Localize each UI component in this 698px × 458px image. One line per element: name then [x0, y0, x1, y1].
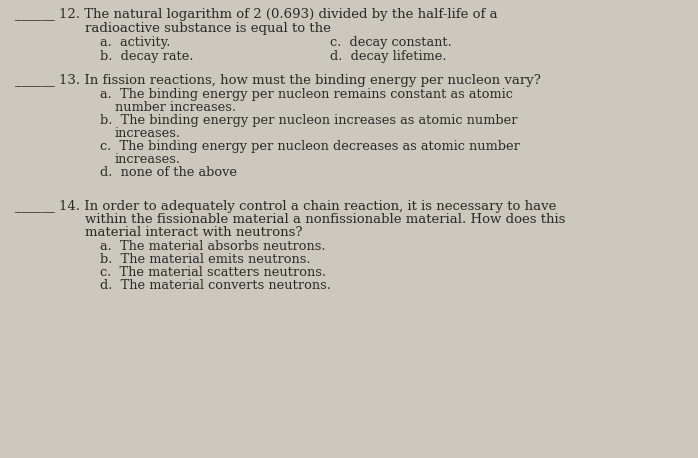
Text: ______ 14. In order to adequately control a chain reaction, it is necessary to h: ______ 14. In order to adequately contro…	[15, 200, 556, 213]
Text: number increases.: number increases.	[115, 101, 236, 114]
Text: c.  The material scatters neutrons.: c. The material scatters neutrons.	[100, 266, 326, 279]
Text: increases.: increases.	[115, 127, 181, 140]
Text: material interact with neutrons?: material interact with neutrons?	[85, 226, 302, 239]
Text: d.  decay lifetime.: d. decay lifetime.	[330, 50, 447, 63]
Text: b.  The material emits neutrons.: b. The material emits neutrons.	[100, 253, 311, 266]
Text: a.  The material absorbs neutrons.: a. The material absorbs neutrons.	[100, 240, 325, 253]
Text: c.  The binding energy per nucleon decreases as atomic number: c. The binding energy per nucleon decrea…	[100, 140, 520, 153]
Text: b.  The binding energy per nucleon increases as atomic number: b. The binding energy per nucleon increa…	[100, 114, 517, 127]
Text: c.  decay constant.: c. decay constant.	[330, 36, 452, 49]
Text: ______ 12. The natural logarithm of 2 (0.693) divided by the half-life of a: ______ 12. The natural logarithm of 2 (0…	[15, 8, 498, 21]
Text: d.  none of the above: d. none of the above	[100, 166, 237, 179]
Text: b.  decay rate.: b. decay rate.	[100, 50, 193, 63]
Text: a.  activity.: a. activity.	[100, 36, 170, 49]
Text: within the fissionable material a nonfissionable material. How does this: within the fissionable material a nonfis…	[85, 213, 565, 226]
Text: ______ 13. In fission reactions, how must the binding energy per nucleon vary?: ______ 13. In fission reactions, how mus…	[15, 74, 541, 87]
Text: increases.: increases.	[115, 153, 181, 166]
Text: d.  The material converts neutrons.: d. The material converts neutrons.	[100, 279, 331, 292]
Text: a.  The binding energy per nucleon remains constant as atomic: a. The binding energy per nucleon remain…	[100, 88, 513, 101]
Text: radioactive substance is equal to the: radioactive substance is equal to the	[85, 22, 331, 35]
